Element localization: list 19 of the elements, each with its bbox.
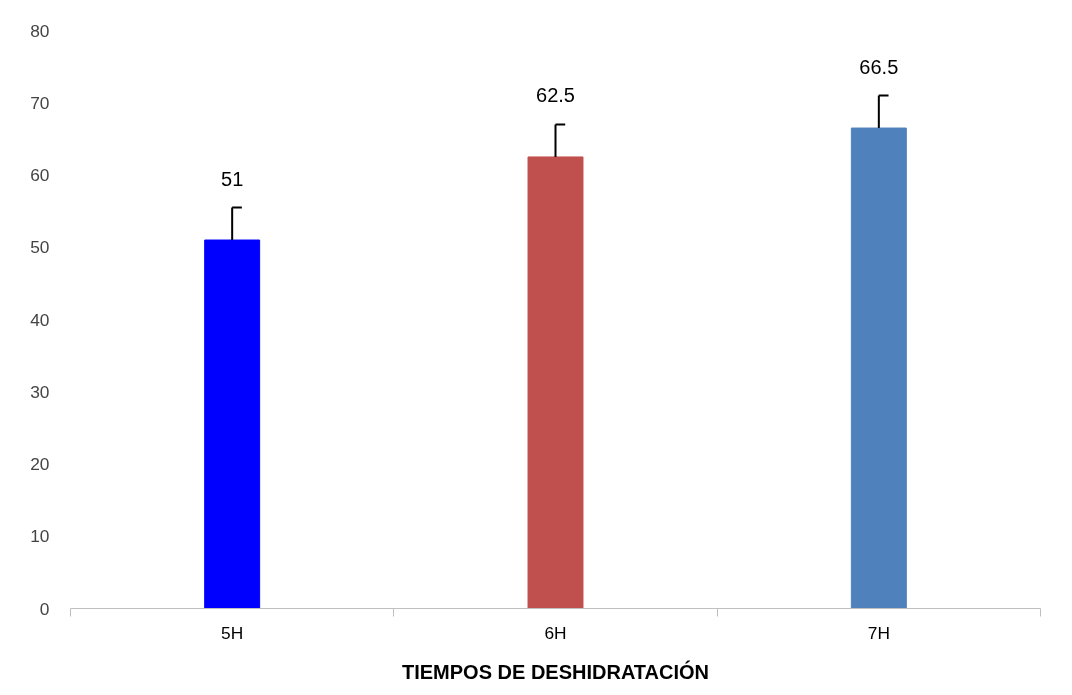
y-tick-label: 80 [30,20,50,41]
x-axis-title: TIEMPOS DE DESHIDRATACIÓN [401,659,710,683]
y-tick-label: 40 [30,309,50,330]
bar [204,239,261,609]
x-tick-label: 6H [544,622,567,643]
data-label: 62.5 [536,84,575,107]
y-tick-label: 10 [30,526,50,547]
x-tick-label: 7H [867,622,890,643]
y-tick-label: 60 [30,165,50,185]
y-tick-label: 70 [30,92,50,113]
data-label: 51 [221,167,244,190]
y-tick-label: 30 [30,381,50,402]
x-tick-label: 5H [221,622,244,643]
bar [527,156,584,609]
data-label: 66.5 [859,55,899,78]
bar [850,127,907,609]
y-tick-label: 20 [30,454,50,474]
y-tick-label: 50 [30,237,50,258]
y-tick-label: 0 [39,598,50,619]
